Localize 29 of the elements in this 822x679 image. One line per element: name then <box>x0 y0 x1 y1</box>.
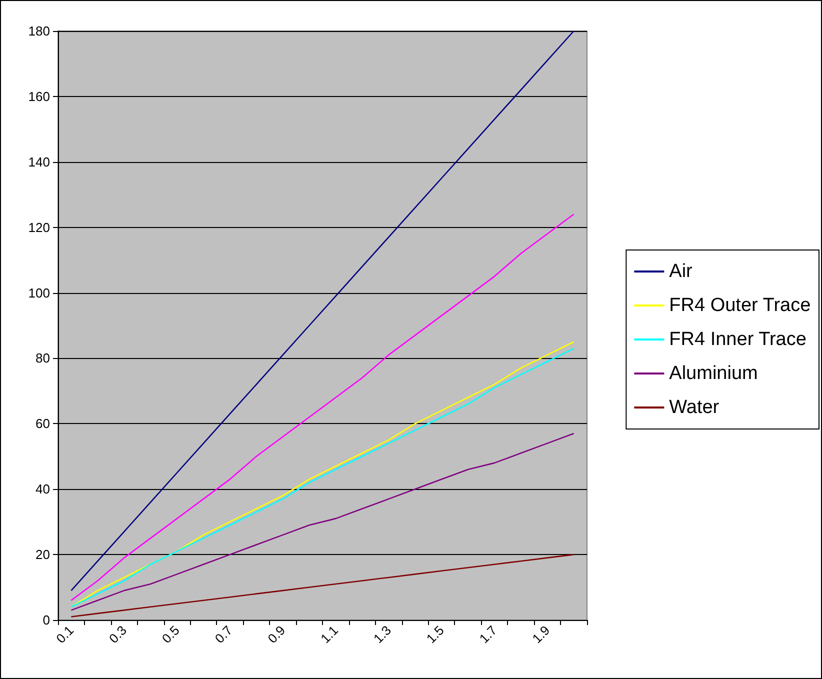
x-tick-label: 0.3 <box>106 622 130 646</box>
line-series <box>70 554 574 618</box>
y-tick-label: 80 <box>36 350 50 366</box>
x-tick-label: 1.1 <box>318 622 342 646</box>
legend-label: FR4 Outer Trace <box>669 295 811 316</box>
y-tick-label: 180 <box>28 24 50 38</box>
x-tick-label: 1.9 <box>529 622 553 646</box>
legend-label: Water <box>669 397 720 418</box>
x-tick-label: 1.5 <box>423 622 447 646</box>
y-tick-label: 160 <box>28 88 50 104</box>
y-tick-label: 40 <box>36 482 50 497</box>
y-tick-label: 0 <box>42 612 50 628</box>
x-tick-label: 1.7 <box>476 622 500 646</box>
x-tick-label: 0.1 <box>53 622 77 646</box>
x-tick-label: 0.9 <box>264 622 288 646</box>
y-tick-label: 140 <box>28 154 50 170</box>
line-series <box>70 30 574 592</box>
y-tick-label: 20 <box>36 547 50 562</box>
legend-label: FR4 Inner Trace <box>669 329 806 350</box>
legend-label: Aluminium <box>669 363 758 384</box>
y-tick-label: 100 <box>28 285 50 300</box>
x-tick-label: 0.5 <box>158 622 182 646</box>
line-series <box>70 432 574 611</box>
y-tick-label: 120 <box>28 220 50 235</box>
line-series <box>70 214 574 602</box>
y-tick-label: 60 <box>36 416 50 432</box>
x-tick-label: 0.7 <box>212 622 236 646</box>
legend-label: Air <box>669 261 694 282</box>
x-tick-label: 1.3 <box>370 622 394 646</box>
